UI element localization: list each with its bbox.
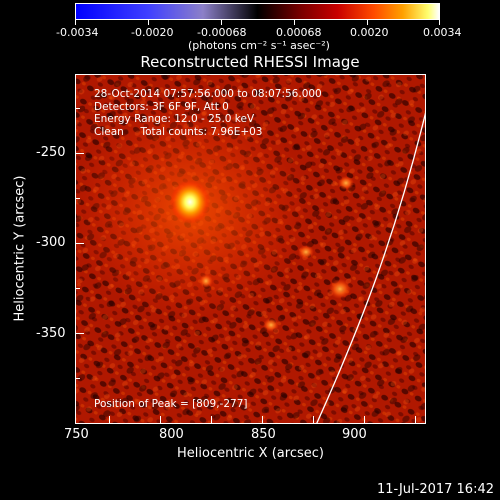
colorbar-tick-label: 0.0020 [350,26,389,39]
info-line-counts: Clean Total counts: 7.96E+03 [94,125,263,138]
secondary-source [338,176,354,190]
y-axis-label: Heliocentric Y (arcsec) [12,175,28,322]
x-tick-label: 800 [159,427,184,442]
colorbar [75,3,440,20]
rhessi-image-plot [75,74,426,424]
info-line-time: 28-Oct-2014 07:57:56.000 to 08:07:56.000 [94,88,322,100]
rhessi-image [76,75,425,423]
x-tick-label: 750 [64,427,89,442]
solar-limb-line [316,112,425,423]
plot-title: Reconstructed RHESSI Image [140,53,360,71]
y-tick-label: -350 [36,326,66,341]
secondary-source [329,279,351,299]
secondary-source [263,318,279,332]
peak-source [170,180,210,224]
colorbar-tick-label: 0.0034 [423,26,462,39]
y-tick-label: -300 [36,235,66,250]
colorbar-tick-label: -0.0034 [56,26,99,39]
colorbar-tick-label: -0.0020 [131,26,174,39]
y-tick-label: -250 [36,145,66,160]
colorbar-tick-label: 0.00068 [276,26,322,39]
secondary-source [199,274,213,288]
peak-position-label: Position of Peak = [809,-277] [94,398,248,410]
x-axis-label: Heliocentric X (arcsec) [177,446,324,461]
info-line-detectors: Detectors: 3F 6F 9F, Att 0 [94,100,229,113]
secondary-source [298,245,314,259]
timestamp: 11-Jul-2017 16:42 [376,482,494,497]
colorbar-units: (photons cm⁻² s⁻¹ asec⁻²) [188,39,330,52]
observation-info: 28-Oct-2014 07:57:56.000 to 08:07:56.000… [94,88,322,138]
x-tick-label: 850 [251,427,276,442]
x-tick-label: 900 [342,427,367,442]
colorbar-tick-label: -0.00068 [197,26,247,39]
info-line-energy: Energy Range: 12.0 - 25.0 keV [94,113,255,125]
